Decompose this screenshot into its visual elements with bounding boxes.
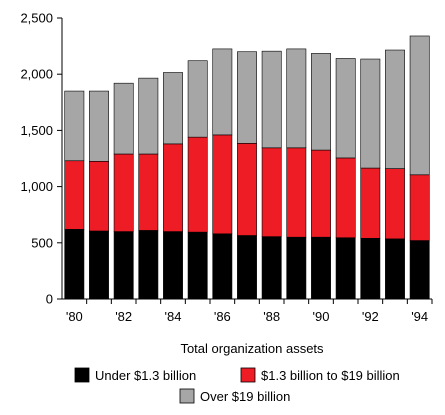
bar-segment-80-series-0	[64, 229, 85, 300]
bar-segment-81-series-0	[89, 230, 109, 300]
bar-segment-88-series-1	[261, 147, 282, 237]
bar-segment-83-series-2	[138, 77, 159, 155]
bar-segment-94-series-2	[409, 35, 430, 176]
bar-segment-91-series-2	[335, 58, 356, 159]
bar-segment-81-series-2	[89, 90, 109, 162]
bar-segment-86-series-1	[212, 134, 233, 235]
x-tick-label: '90	[313, 309, 330, 324]
bar-segment-91-series-1	[335, 157, 356, 239]
bar-segment-83-series-0	[138, 230, 159, 300]
bar-segment-80-series-2	[64, 90, 85, 162]
bar-segment-88-series-0	[261, 236, 282, 300]
bar-segment-80-series-1	[64, 160, 85, 230]
y-axis: 0 500 1,000 1,500 2,000 2,500	[20, 11, 63, 307]
bar-segment-82-series-2	[113, 82, 134, 155]
bar-segment-87-series-0	[237, 235, 257, 300]
bar-segment-84-series-0	[163, 231, 183, 300]
bar-segment-92-series-1	[360, 167, 381, 239]
bar-segment-91-series-0	[335, 237, 356, 300]
bar-segment-93-series-0	[385, 238, 405, 300]
bar-segment-86-series-2	[212, 48, 233, 136]
bar-segment-85-series-2	[187, 60, 208, 138]
bar-segment-81-series-1	[89, 161, 109, 232]
x-tick-label: '84	[165, 309, 182, 324]
bar-segment-82-series-0	[113, 231, 134, 300]
bar-segment-87-series-2	[237, 51, 257, 144]
x-tick-label: '88	[263, 309, 280, 324]
y-tick-label: 500	[31, 235, 53, 250]
legend-label-0: Under $1.3 billion	[95, 368, 196, 383]
y-tick-label: 2,500	[20, 11, 53, 26]
y-tick-label: 2,000	[20, 67, 53, 82]
bar-segment-90-series-1	[311, 149, 331, 238]
legend: Under $1.3 billion $1.3 billion to $19 bi…	[74, 367, 400, 404]
bar-segment-90-series-0	[311, 236, 331, 300]
bar-segment-83-series-1	[138, 153, 159, 231]
bar-segment-89-series-1	[286, 147, 307, 238]
bar-segment-92-series-2	[360, 58, 381, 169]
x-tick-label: '92	[362, 309, 379, 324]
y-tick-label: 0	[46, 292, 53, 307]
legend-swatch-2	[179, 388, 195, 404]
bar-segment-89-series-0	[286, 236, 307, 300]
bar-segment-93-series-2	[385, 49, 405, 169]
bar-segment-90-series-2	[311, 53, 331, 151]
bar-segment-84-series-1	[163, 143, 183, 232]
bar-segment-82-series-1	[113, 153, 134, 232]
bar-segment-93-series-1	[385, 168, 405, 240]
bar-segment-86-series-0	[212, 233, 233, 300]
bar-segment-85-series-0	[187, 231, 208, 300]
x-axis: '80 '82 '84 '86 '88 '90 '92 '94	[62, 298, 433, 324]
bar-segment-89-series-2	[286, 48, 307, 149]
x-tick-label: '94	[411, 309, 428, 324]
bar-segment-85-series-1	[187, 136, 208, 233]
x-tick-label: '86	[214, 309, 231, 324]
bar-segment-94-series-1	[409, 174, 430, 241]
bar-segment-84-series-2	[163, 72, 183, 145]
bar-segment-92-series-0	[360, 238, 381, 300]
legend-label-1: $1.3 billion to $19 billion	[261, 368, 400, 383]
bars	[64, 35, 430, 300]
x-tick-label: '80	[66, 309, 83, 324]
x-tick-label: '82	[115, 309, 132, 324]
x-axis-title: Total organization assets	[180, 341, 324, 356]
y-tick-label: 1,000	[20, 179, 53, 194]
bar-segment-94-series-0	[409, 240, 430, 300]
legend-label-2: Over $19 billion	[200, 389, 290, 404]
legend-swatch-1	[240, 367, 256, 383]
legend-swatch-0	[74, 367, 90, 383]
y-tick-label: 1,500	[20, 123, 53, 138]
bar-segment-88-series-2	[261, 50, 282, 149]
bar-segment-87-series-1	[237, 143, 257, 236]
